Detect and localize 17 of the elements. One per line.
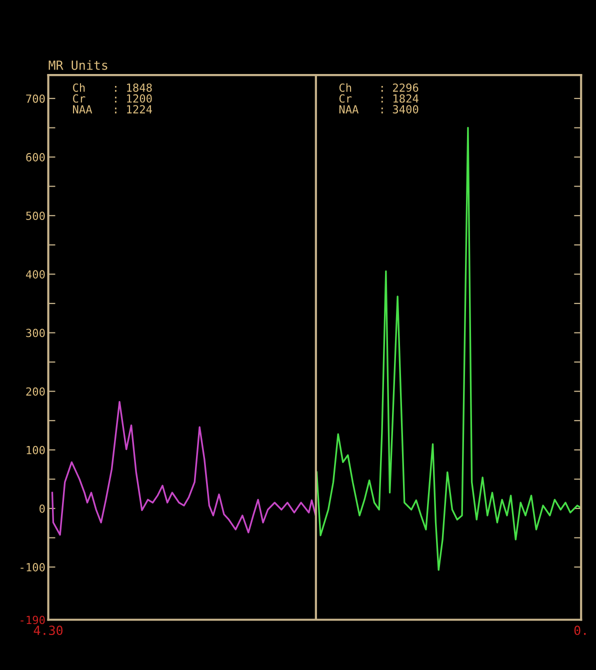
x-tick-label: 0.	[574, 626, 586, 636]
annotation: Ch : 2296 Cr : 1824 NAA : 3400	[339, 83, 418, 114]
y-tick-label: 600	[26, 153, 45, 162]
line-series	[316, 126, 581, 571]
y-tick-label: -190	[20, 616, 45, 624]
annotation: Ch : 1848 Cr : 1200 NAA : 1224	[73, 83, 152, 114]
y-tick-label: 200	[26, 387, 45, 396]
line-series	[51, 401, 317, 536]
y-tick-label: 0	[40, 504, 45, 513]
y-tick-label: -100	[20, 563, 45, 572]
y-tick-label: 500	[26, 212, 45, 220]
y-axis-title: MR Units	[48, 60, 108, 70]
y-tick-label: 400	[26, 270, 45, 279]
y-tick-label: 700	[26, 94, 45, 103]
x-tick-label: 4.30	[34, 626, 63, 636]
y-tick-label: 300	[26, 328, 45, 338]
y-tick-label: 100	[26, 446, 45, 454]
